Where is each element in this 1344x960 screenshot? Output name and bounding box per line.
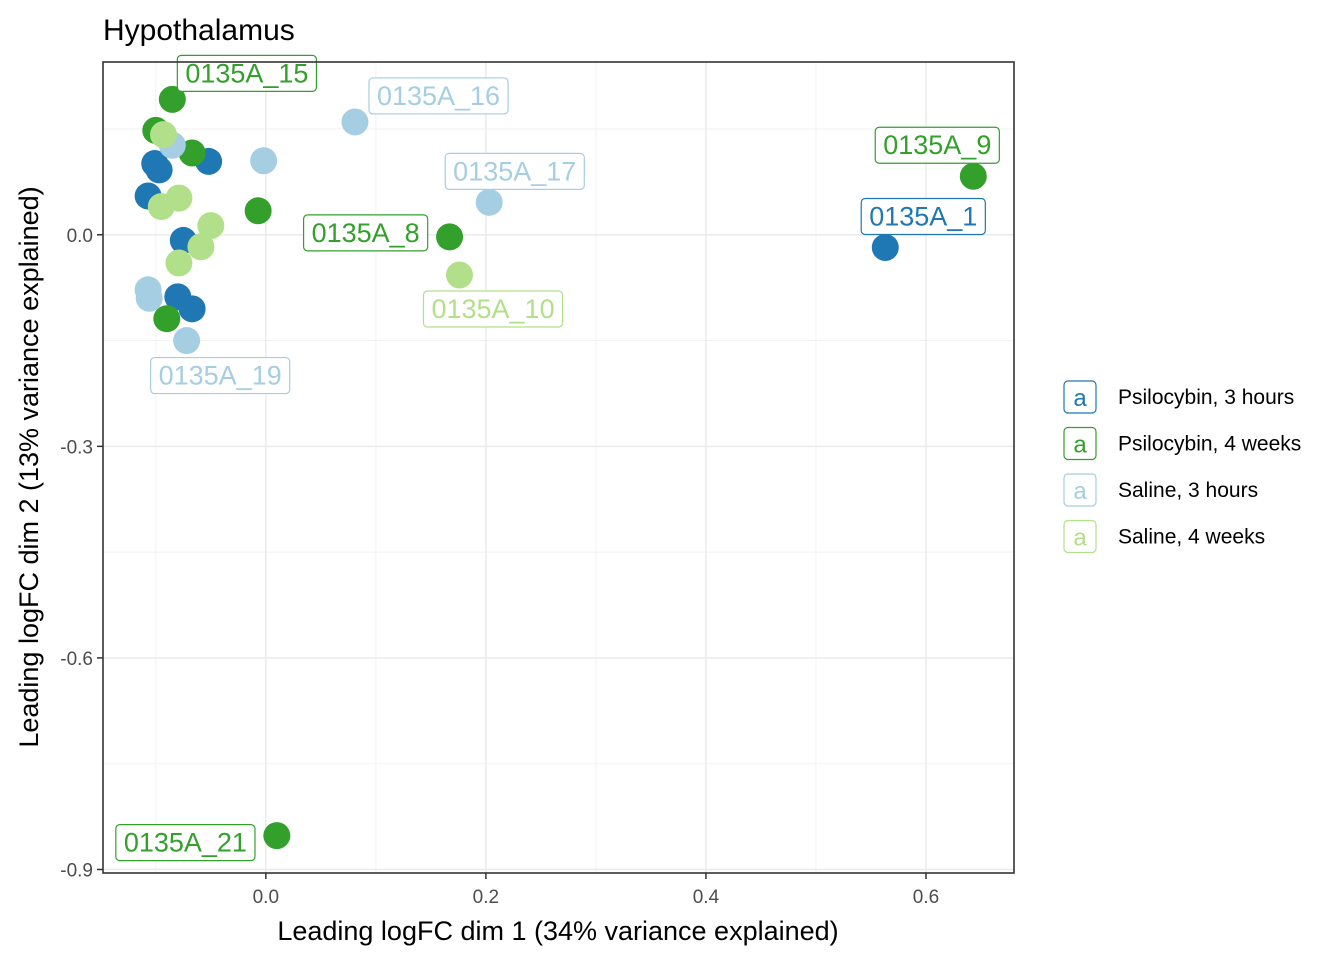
y-tick-label: -0.3 bbox=[60, 437, 93, 458]
y-tick-label: -0.9 bbox=[60, 860, 93, 881]
data-point bbox=[150, 121, 178, 149]
legend-label: Saline, 4 weeks bbox=[1118, 526, 1265, 549]
data-point bbox=[250, 147, 278, 175]
data-point bbox=[436, 223, 464, 251]
data-point bbox=[158, 85, 186, 113]
legend-key bbox=[1063, 380, 1097, 414]
point-label-box bbox=[860, 197, 986, 236]
data-point bbox=[871, 233, 899, 261]
point-label-box bbox=[176, 54, 318, 92]
point-label-box bbox=[302, 214, 429, 252]
x-tick-label: 0.6 bbox=[913, 887, 939, 908]
point-label: 0135A_17 bbox=[444, 152, 585, 190]
legend-label: Saline, 3 hours bbox=[1118, 479, 1258, 502]
y-axis-title: Leading logFC dim 2 (13% variance explai… bbox=[14, 186, 44, 747]
chart-title: Hypothalamus bbox=[103, 14, 295, 47]
data-point bbox=[959, 162, 987, 190]
legend-key bbox=[1063, 426, 1097, 461]
point-labels: 0135A_1 0135A_9 0135A_15 0135A_8 0135A_21 013… bbox=[115, 54, 1000, 862]
point-label-text: 0135A_16 bbox=[377, 81, 500, 111]
y-tick-label: -0.6 bbox=[60, 649, 93, 670]
x-tick-label: 0.0 bbox=[253, 887, 279, 908]
point-label: 0135A_9 bbox=[874, 126, 1000, 164]
point-label-text: 0135A_9 bbox=[883, 130, 991, 160]
data-point bbox=[475, 188, 503, 216]
legend-key bbox=[1063, 473, 1097, 507]
point-label-box bbox=[444, 152, 585, 190]
data-point bbox=[173, 327, 201, 355]
data-point bbox=[145, 156, 173, 184]
point-label-text: 0135A_10 bbox=[431, 294, 554, 324]
point-label: 0135A_15 bbox=[176, 54, 318, 92]
data-point bbox=[178, 295, 206, 323]
point-label-box bbox=[115, 824, 256, 862]
point-label: 0135A_16 bbox=[368, 77, 509, 115]
point-label-text: 0135A_17 bbox=[453, 156, 576, 186]
data-point bbox=[341, 108, 369, 136]
data-point bbox=[147, 193, 175, 221]
point-label-text: 0135A_1 bbox=[869, 201, 977, 231]
x-tick-label: 0.2 bbox=[473, 887, 499, 908]
legend-key-glyph: a bbox=[1073, 525, 1087, 552]
x-tick-label: 0.4 bbox=[693, 887, 720, 908]
legend-key-glyph: a bbox=[1073, 385, 1087, 412]
data-point bbox=[263, 822, 291, 850]
legend-item: a Saline, 3 hours bbox=[1063, 473, 1258, 507]
point-label-box bbox=[368, 77, 509, 115]
legend-key-glyph: a bbox=[1073, 432, 1087, 459]
point-label-text: 0135A_15 bbox=[185, 58, 308, 88]
data-point bbox=[187, 233, 215, 261]
point-label-box bbox=[422, 290, 564, 328]
point-label: 0135A_10 bbox=[422, 290, 564, 328]
x-axis: 0.0 0.2 0.4 0.6 bbox=[253, 873, 939, 908]
data-point bbox=[445, 261, 473, 289]
legend-label: Psilocybin, 3 hours bbox=[1118, 386, 1294, 409]
data-point bbox=[244, 197, 272, 225]
data-point bbox=[135, 284, 163, 312]
legend: a Psilocybin, 3 hours a Psilocybin, 4 weeks… bbox=[1063, 380, 1301, 554]
legend-item: a Saline, 4 weeks bbox=[1063, 519, 1265, 554]
data-point bbox=[153, 305, 181, 333]
legend-label: Psilocybin, 4 weeks bbox=[1118, 433, 1301, 456]
point-label: 0135A_19 bbox=[150, 356, 291, 395]
point-label-box bbox=[150, 356, 291, 395]
legend-key bbox=[1063, 519, 1097, 554]
y-axis: 0.0 -0.3 -0.6 -0.9 bbox=[60, 226, 103, 881]
plot-panel: 0135A_1 0135A_9 0135A_15 0135A_8 0135A_21 013… bbox=[102, 54, 1015, 874]
y-tick-label: 0.0 bbox=[67, 226, 93, 247]
point-label-text: 0135A_19 bbox=[159, 361, 282, 391]
x-axis-title: Leading logFC dim 1 (34% variance explai… bbox=[277, 916, 838, 946]
data-point bbox=[197, 212, 225, 240]
legend-item: a Psilocybin, 3 hours bbox=[1063, 380, 1294, 414]
data-point bbox=[165, 249, 193, 277]
point-label-box bbox=[874, 126, 1000, 164]
point-label: 0135A_21 bbox=[115, 824, 256, 862]
data-points bbox=[134, 85, 987, 850]
legend-key-glyph: a bbox=[1073, 478, 1087, 505]
grid bbox=[103, 62, 1014, 873]
legend-item: a Psilocybin, 4 weeks bbox=[1063, 426, 1301, 461]
plot-background bbox=[103, 62, 1014, 873]
point-label: 0135A_8 bbox=[302, 214, 429, 252]
point-label: 0135A_1 bbox=[860, 197, 986, 236]
plot-border bbox=[102, 61, 1015, 874]
point-label-text: 0135A_21 bbox=[124, 828, 247, 858]
point-label-text: 0135A_8 bbox=[312, 218, 420, 248]
